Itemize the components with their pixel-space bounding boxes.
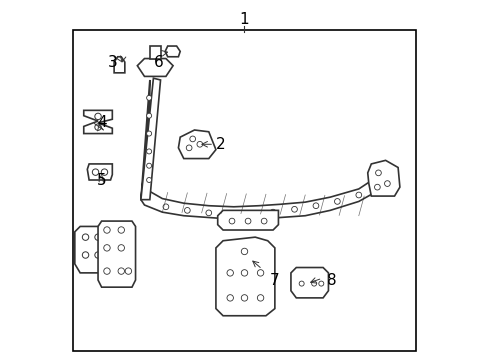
Circle shape	[257, 270, 263, 276]
Circle shape	[355, 192, 361, 198]
Circle shape	[248, 211, 254, 217]
Circle shape	[229, 218, 234, 224]
Circle shape	[226, 270, 233, 276]
Circle shape	[146, 131, 151, 136]
Circle shape	[291, 206, 297, 212]
Circle shape	[118, 227, 124, 233]
Text: 2: 2	[216, 137, 225, 152]
Circle shape	[125, 268, 131, 274]
Polygon shape	[137, 59, 173, 76]
Circle shape	[146, 113, 151, 118]
Text: 8: 8	[326, 273, 336, 288]
Circle shape	[95, 252, 101, 258]
Text: 3: 3	[107, 55, 117, 69]
Polygon shape	[83, 111, 112, 134]
Polygon shape	[87, 164, 112, 180]
Circle shape	[241, 248, 247, 255]
Text: 5: 5	[97, 172, 106, 188]
Circle shape	[257, 295, 263, 301]
Circle shape	[146, 95, 151, 100]
Circle shape	[241, 270, 247, 276]
Text: 6: 6	[154, 55, 163, 69]
Circle shape	[241, 295, 247, 301]
Circle shape	[270, 209, 275, 215]
Circle shape	[384, 181, 389, 186]
Polygon shape	[75, 226, 114, 273]
Circle shape	[227, 211, 233, 217]
Circle shape	[95, 113, 101, 120]
Polygon shape	[165, 46, 180, 57]
Polygon shape	[141, 80, 381, 219]
Polygon shape	[141, 78, 160, 200]
Circle shape	[82, 252, 88, 258]
Text: 1: 1	[239, 12, 249, 27]
Circle shape	[92, 169, 99, 175]
Circle shape	[374, 184, 380, 190]
Circle shape	[375, 170, 381, 176]
Circle shape	[369, 186, 375, 192]
Circle shape	[186, 145, 192, 151]
Circle shape	[334, 199, 340, 204]
Circle shape	[197, 141, 203, 147]
Circle shape	[103, 245, 110, 251]
Polygon shape	[114, 57, 124, 73]
Circle shape	[101, 169, 107, 175]
Circle shape	[118, 268, 124, 274]
Circle shape	[299, 281, 304, 286]
Circle shape	[146, 149, 151, 154]
Text: 7: 7	[269, 273, 279, 288]
Polygon shape	[216, 237, 274, 316]
Circle shape	[226, 295, 233, 301]
Circle shape	[163, 204, 168, 210]
Circle shape	[146, 177, 151, 183]
Polygon shape	[149, 46, 160, 59]
Circle shape	[318, 281, 323, 286]
Circle shape	[312, 203, 318, 208]
Circle shape	[103, 227, 110, 233]
Polygon shape	[367, 160, 399, 196]
Circle shape	[311, 281, 316, 286]
Circle shape	[95, 234, 101, 240]
Circle shape	[184, 207, 190, 213]
Polygon shape	[290, 267, 328, 298]
Polygon shape	[178, 130, 216, 158]
Text: 4: 4	[97, 115, 106, 130]
Polygon shape	[98, 221, 135, 287]
Circle shape	[103, 268, 110, 274]
Circle shape	[146, 163, 151, 168]
Circle shape	[189, 136, 195, 142]
Circle shape	[261, 218, 266, 224]
Circle shape	[82, 234, 88, 240]
Circle shape	[205, 210, 211, 216]
Circle shape	[244, 218, 250, 224]
Polygon shape	[217, 210, 278, 230]
Circle shape	[95, 124, 101, 130]
Circle shape	[118, 245, 124, 251]
